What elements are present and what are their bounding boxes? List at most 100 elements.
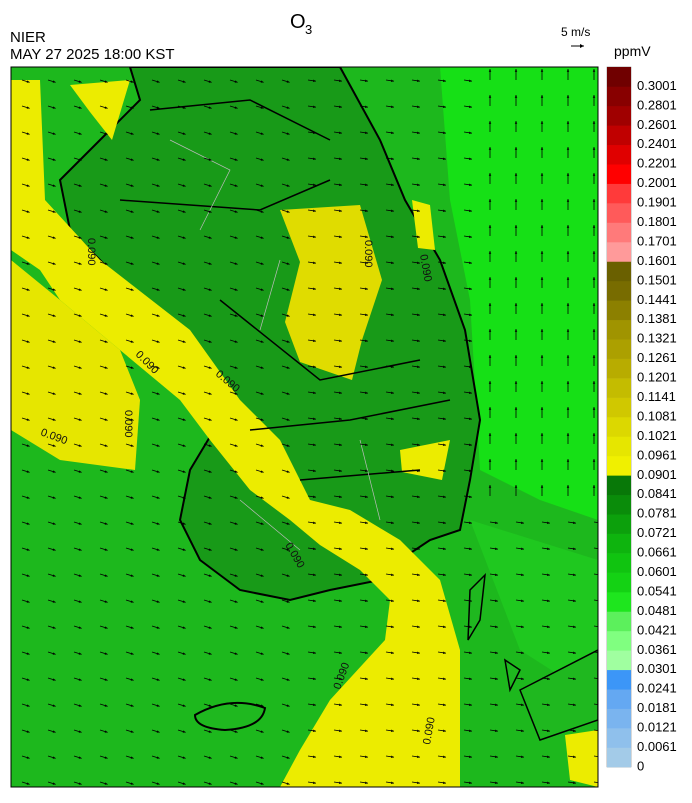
wind-arrowhead — [156, 106, 160, 109]
wind-arrowhead — [488, 69, 492, 72]
wind-arrowhead — [104, 496, 108, 499]
wind-arrowhead — [339, 209, 342, 213]
wind-arrowhead — [488, 95, 492, 98]
wind-arrowhead — [599, 574, 602, 577]
wind-arrowhead — [104, 678, 108, 681]
wind-arrowhead — [182, 600, 186, 603]
wind-arrowhead — [26, 392, 30, 395]
wind-arrowhead — [208, 80, 212, 83]
wind-arrowhead — [547, 677, 550, 681]
wind-arrowhead — [495, 677, 498, 681]
wind-arrowhead — [417, 755, 420, 759]
wind-arrowhead — [26, 470, 30, 473]
wind-arrowhead — [208, 288, 212, 291]
wind-arrowhead — [130, 340, 134, 343]
wind-arrowhead — [365, 573, 368, 577]
wind-arrowhead — [208, 262, 212, 265]
wind-arrowhead — [599, 652, 602, 655]
colorbar-cell — [607, 572, 631, 593]
wind-arrowhead — [417, 365, 420, 369]
wind-arrowhead — [26, 132, 30, 135]
wind-arrowhead — [365, 703, 368, 707]
wind-arrowhead — [540, 147, 544, 150]
wind-arrowhead — [469, 235, 472, 239]
wind-arrowhead — [540, 69, 544, 72]
wind-arrowhead — [208, 730, 212, 733]
wind-arrowhead — [469, 105, 472, 109]
wind-arrowhead — [339, 677, 342, 681]
wind-arrowhead — [52, 600, 56, 603]
wind-arrowhead — [104, 470, 108, 473]
wind-arrowhead — [26, 288, 30, 291]
wind-arrowhead — [52, 106, 56, 109]
wind-arrowhead — [52, 158, 56, 161]
zone — [470, 520, 598, 700]
wind-scale-arrowhead — [580, 44, 584, 48]
wind-arrowhead — [234, 652, 238, 655]
wind-arrowhead — [260, 626, 264, 629]
wind-arrowhead — [495, 703, 498, 707]
wind-arrowhead — [234, 678, 238, 681]
wind-arrowhead — [156, 184, 160, 187]
wind-arrowhead — [514, 329, 518, 332]
wind-arrowhead — [286, 470, 290, 473]
wind-arrowhead — [599, 730, 602, 733]
wind-arrowhead — [443, 365, 446, 369]
wind-arrowhead — [488, 199, 492, 202]
wind-arrowhead — [260, 418, 264, 421]
wind-arrowhead — [547, 547, 550, 551]
wind-arrowhead — [78, 158, 82, 161]
wind-arrowhead — [443, 157, 446, 161]
wind-arrowhead — [234, 756, 238, 759]
wind-arrowhead — [391, 131, 394, 135]
wind-arrowhead — [26, 782, 30, 785]
wind-arrowhead — [78, 470, 82, 473]
colorbar-cell — [607, 105, 631, 126]
wind-arrowhead — [182, 574, 186, 577]
wind-arrowhead — [234, 366, 238, 369]
wind-arrowhead — [286, 444, 290, 447]
wind-arrowhead — [130, 730, 134, 733]
colorbar-label: 0.0841 — [637, 486, 677, 501]
wind-arrowhead — [182, 132, 186, 135]
wind-arrowhead — [313, 573, 316, 577]
wind-arrowhead — [540, 485, 544, 488]
wind-arrowhead — [495, 651, 498, 655]
wind-arrowhead — [365, 547, 368, 551]
agency: NIER — [10, 29, 46, 46]
wind-arrowhead — [547, 755, 550, 759]
wind-arrowhead — [104, 392, 108, 395]
wind-arrowhead — [208, 106, 212, 109]
wind-arrowhead — [592, 147, 596, 150]
wind-arrowhead — [26, 600, 30, 603]
wind-arrowhead — [182, 392, 186, 395]
wind-arrowhead — [365, 625, 368, 629]
wind-arrowhead — [391, 781, 394, 785]
wind-arrowhead — [488, 121, 492, 124]
wind-arrowhead — [495, 521, 498, 525]
wind-arrowhead — [573, 599, 576, 603]
wind-arrowhead — [313, 469, 316, 473]
wind-arrowhead — [208, 366, 212, 369]
wind-arrowhead — [443, 755, 446, 759]
contour-label: 0.090 — [85, 238, 97, 266]
wind-arrowhead — [592, 69, 596, 72]
wind-arrowhead — [417, 651, 420, 655]
wind-arrowhead — [130, 600, 134, 603]
wind-arrowhead — [391, 313, 394, 317]
wind-arrowhead — [52, 366, 56, 369]
wind-arrowhead — [182, 782, 186, 785]
wind-arrowhead — [566, 277, 570, 280]
wind-arrowhead — [391, 209, 394, 213]
wind-arrowhead — [417, 183, 420, 187]
wind-arrowhead — [495, 625, 498, 629]
wind-arrowhead — [469, 599, 472, 603]
wind-arrowhead — [521, 677, 524, 681]
wind-arrowhead — [182, 184, 186, 187]
wind-arrowhead — [208, 184, 212, 187]
wind-arrowhead — [339, 235, 342, 239]
wind-arrowhead — [391, 261, 394, 265]
wind-arrowhead — [26, 314, 30, 317]
wind-arrowhead — [514, 69, 518, 72]
wind-arrowhead — [130, 236, 134, 239]
